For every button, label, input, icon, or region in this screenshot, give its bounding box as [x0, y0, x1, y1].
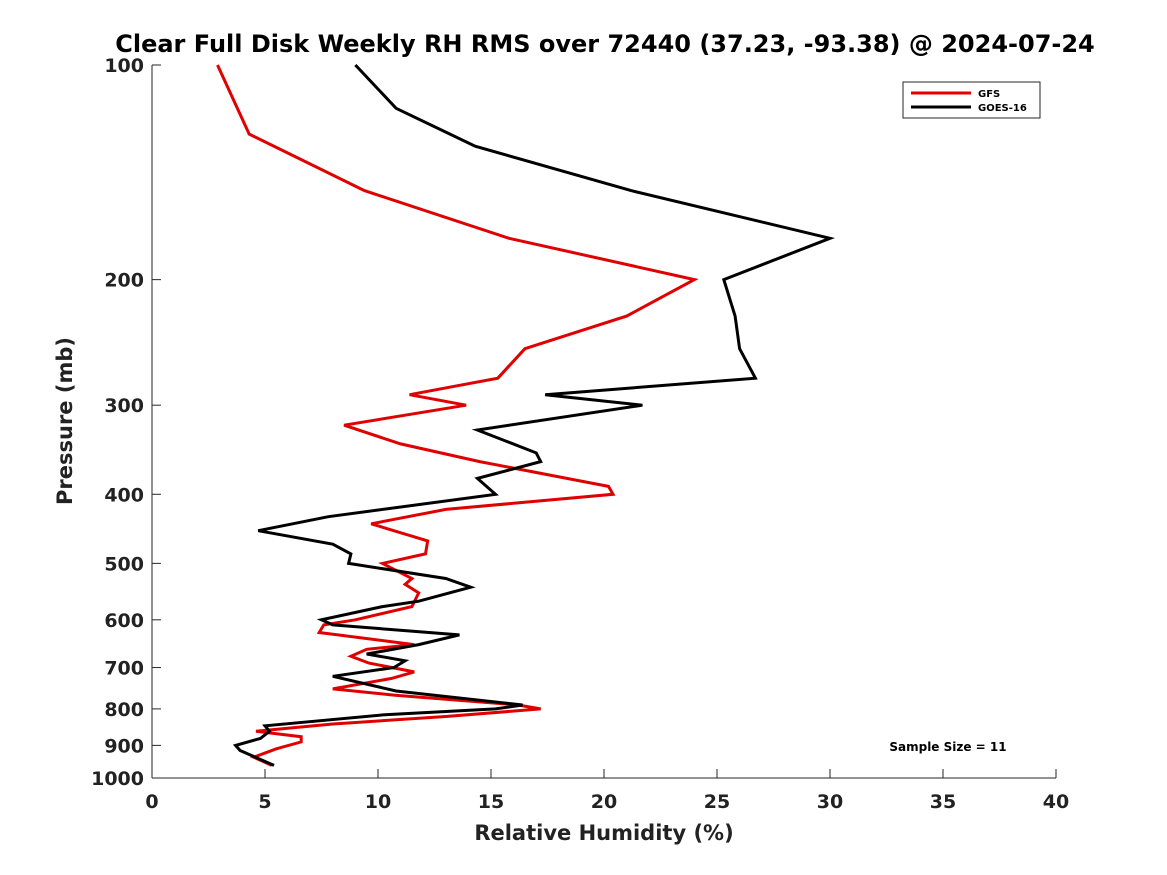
- x-tick-label: 10: [365, 791, 391, 813]
- y-tick-label: 300: [104, 395, 144, 417]
- y-tick-label: 400: [104, 484, 144, 506]
- x-tick-label: 40: [1043, 791, 1069, 813]
- y-tick-label: 900: [104, 735, 144, 757]
- series-line-gfs: [216, 64, 699, 767]
- x-axis-ticks: 0 5 10 15 20 25 30 35 40: [145, 769, 1069, 813]
- y-tick-label: 800: [104, 699, 144, 721]
- y-axis-label: Pressure (mb): [53, 337, 77, 505]
- series-line-goes-16: [232, 63, 836, 767]
- legend-label-gfs: GFS: [978, 89, 1000, 100]
- legend: GFS GOES-16: [902, 81, 1041, 119]
- x-tick-label: 30: [817, 791, 843, 813]
- sample-size-annotation: Sample Size = 11: [889, 740, 1006, 754]
- y-tick-label: 1000: [91, 768, 144, 790]
- chart-title: Clear Full Disk Weekly RH RMS over 72440…: [115, 30, 1095, 58]
- y-tick-label: 100: [104, 55, 144, 77]
- legend-box: [902, 81, 1041, 119]
- x-tick-label: 0: [145, 791, 158, 813]
- x-tick-label: 35: [930, 791, 956, 813]
- series-layer: [216, 63, 836, 767]
- x-tick-label: 5: [258, 791, 271, 813]
- x-tick-label: 15: [478, 791, 504, 813]
- y-axis-ticks: 100 200 300 400 500 600 700 800 900 1000: [91, 55, 161, 790]
- y-tick-label: 600: [104, 610, 144, 632]
- plot-area: [151, 65, 1056, 779]
- y-tick-label: 700: [104, 658, 144, 680]
- x-tick-label: 20: [591, 791, 617, 813]
- y-tick-label: 500: [104, 553, 144, 575]
- x-tick-label: 25: [704, 791, 730, 813]
- legend-label-goes-16: GOES-16: [978, 103, 1027, 114]
- x-axis-label: Relative Humidity (%): [474, 821, 733, 845]
- y-tick-label: 200: [104, 270, 144, 292]
